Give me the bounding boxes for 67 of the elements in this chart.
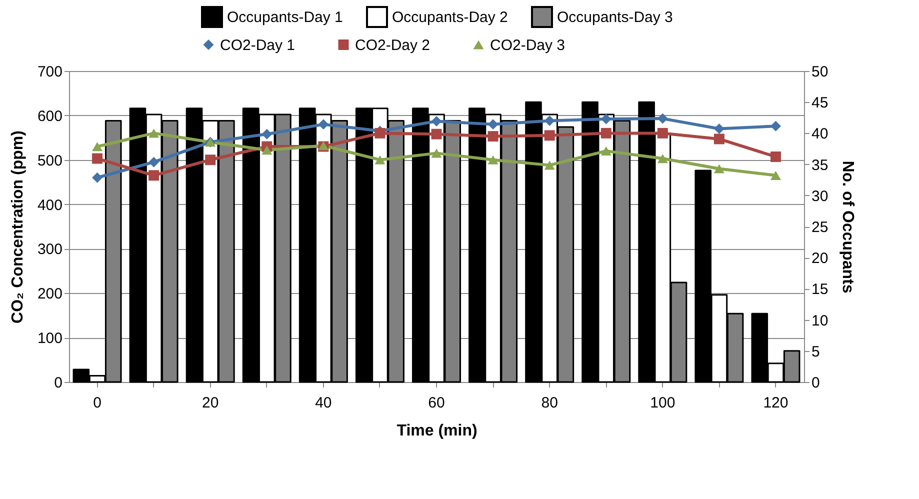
y2-tick-label: 5 [812,343,820,360]
point [770,170,781,180]
x-tick-label: 0 [93,394,102,412]
legend-label: CO2-Day 3 [490,36,566,54]
y2-tick-label: 35 [812,156,828,174]
point [205,154,216,166]
y-tick-label: 0 [54,374,62,392]
point [374,155,386,164]
point [431,148,442,158]
y-tick-label: 100 [37,330,62,348]
point [431,116,442,126]
point [148,170,160,181]
point [714,134,724,144]
x-axis-title: Time (min) [396,422,478,440]
y-axis-title: CO₂ Concentration (ppm) [9,130,26,324]
point [92,172,103,183]
y2-axis-title: No. of Occupants [839,160,856,294]
y-tick-label: 300 [37,241,62,258]
x-tick-label: 40 [315,394,332,412]
point [714,124,724,134]
point [544,160,555,170]
point [92,153,103,164]
legend-label: Occupants-Day 3 [557,9,673,26]
point [770,152,781,162]
y2-tick-label: 0 [812,374,820,392]
y-tick-label: 600 [37,108,62,125]
point [488,155,498,164]
point [431,128,442,140]
y2-tick-label: 30 [812,188,828,205]
x-tick-label: 100 [650,394,676,412]
point [657,154,668,164]
x-tick-label: 80 [541,394,558,412]
legend-label: CO2-Day 1 [220,36,296,54]
point [600,114,612,124]
x-tick-label: 20 [202,394,219,412]
point [714,164,724,174]
legend-label: Occupants-Day 2 [392,9,508,26]
point [600,128,612,138]
legend-label: CO2-Day 2 [355,36,430,54]
legend-label: Occupants-Day 1 [227,9,343,26]
point [262,128,272,140]
point [544,130,555,141]
y-tick-label: 500 [37,152,62,170]
x-tick-label: 120 [763,394,788,412]
point [262,146,272,155]
point [318,119,329,130]
point [92,142,103,152]
point [544,116,555,126]
x-tick-label: 60 [428,394,445,412]
point [488,131,498,142]
point [600,146,612,156]
point [148,128,160,138]
point [657,113,668,124]
y2-tick-label: 10 [812,312,828,330]
y2-tick-label: 25 [812,219,828,236]
y2-tick-label: 45 [812,94,828,112]
y2-tick-label: 40 [812,126,828,143]
y-tick-label: 200 [37,286,62,303]
y-tick-label: 700 [37,64,62,80]
y2-tick-label: 50 [812,64,828,80]
y2-tick-label: 20 [812,250,828,268]
y2-tick-label: 15 [812,281,828,298]
point [657,128,668,138]
y-tick-label: 400 [37,196,62,214]
point [148,156,160,168]
point [770,120,781,132]
point [488,119,498,130]
